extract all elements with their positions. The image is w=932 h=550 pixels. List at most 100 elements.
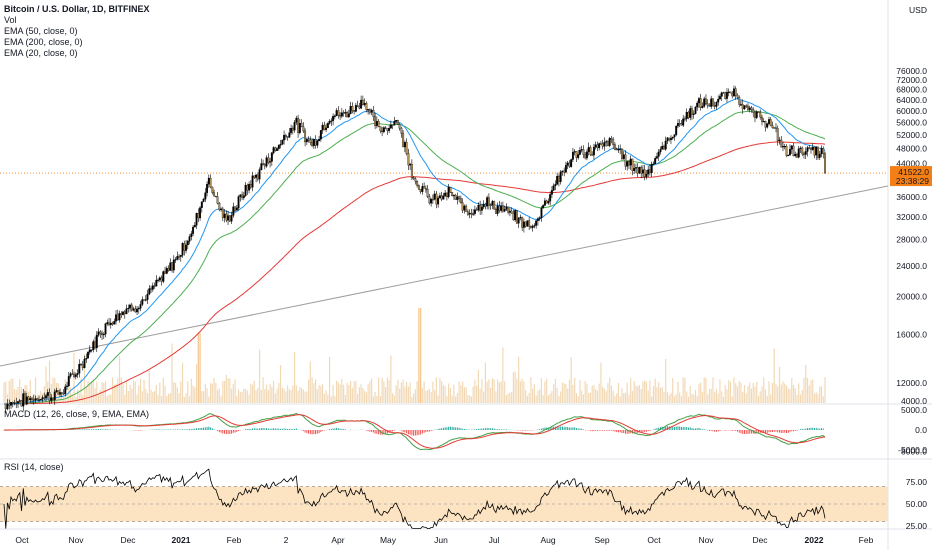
volume-bar — [181, 362, 184, 403]
macd-hist-bar — [645, 430, 647, 432]
volume-bar — [167, 394, 170, 403]
candle — [153, 285, 156, 287]
volume-bar — [115, 383, 117, 403]
candle — [710, 98, 713, 107]
candle — [293, 122, 296, 131]
macd-hist-bar — [710, 430, 712, 431]
candle — [267, 157, 270, 163]
volume-bar — [45, 366, 47, 403]
symbol-title[interactable]: Bitcoin / U.S. Dollar, 1D, BITFINEX — [4, 4, 150, 14]
candle — [302, 126, 305, 132]
volume-bar — [617, 382, 620, 403]
macd-hist-bar — [617, 430, 619, 433]
volume-bar — [129, 384, 131, 403]
volume-bar — [780, 384, 782, 403]
macd-hist-bar — [367, 430, 369, 432]
candle — [480, 206, 483, 211]
macd-hist-bar — [747, 430, 749, 434]
macd-title[interactable]: MACD (12, 26, close, 9, EMA, EMA) — [4, 409, 150, 419]
volume-bar — [17, 386, 19, 403]
volume-bar — [773, 348, 775, 403]
candle — [817, 146, 819, 158]
candle — [813, 146, 816, 156]
macd-hist-bar — [658, 427, 660, 430]
candle — [801, 147, 804, 155]
candle — [491, 201, 494, 206]
candle — [151, 285, 154, 290]
volume-bar — [267, 390, 269, 403]
candle — [778, 139, 781, 142]
y-tick-label-0: 76000.0 — [896, 66, 927, 76]
volume-bar — [15, 389, 17, 403]
volume-bar — [539, 389, 541, 403]
macd-hist-bar — [455, 427, 457, 430]
y-tick-label-13: 24000.0 — [896, 261, 927, 271]
volume-bar — [551, 391, 553, 403]
macd-y-tick-2: -5000.0 — [898, 445, 927, 455]
volume-bar — [682, 377, 684, 403]
volume-bar — [549, 393, 551, 403]
candle — [43, 397, 46, 399]
volume-bar — [346, 383, 348, 403]
macd-hist-bar — [336, 427, 338, 430]
volume-bar — [225, 374, 227, 403]
indicator-ema50[interactable]: EMA (50, close, 0) — [4, 26, 78, 36]
volume-bar — [451, 395, 453, 403]
candle — [592, 146, 595, 156]
candle — [118, 313, 121, 321]
indicator-ema20[interactable]: EMA (20, close, 0) — [4, 48, 78, 58]
volume-bar — [670, 392, 672, 403]
indicator-vol[interactable]: Vol — [4, 15, 17, 25]
macd-hist-bar — [574, 427, 576, 430]
candle — [769, 119, 772, 126]
volume-bar — [195, 364, 198, 403]
macd-hist-bar — [155, 429, 157, 430]
macd-hist-bar — [799, 429, 801, 430]
macd-hist-bar — [523, 430, 525, 431]
volume-bar — [544, 381, 546, 403]
macd-hist-bar — [78, 429, 80, 430]
candle — [256, 174, 259, 180]
macd-hist-bar — [792, 430, 794, 432]
indicator-ema200[interactable]: EMA (200, close, 0) — [4, 37, 83, 47]
candle — [123, 311, 126, 315]
volume-bar — [113, 384, 115, 403]
candle — [157, 279, 159, 281]
candle — [803, 153, 805, 155]
candle — [589, 147, 592, 155]
macd-hist-bar — [320, 430, 322, 433]
macd-hist-bar — [456, 427, 458, 430]
macd-hist-bar — [540, 428, 542, 430]
candle — [323, 124, 326, 130]
volume-bar — [511, 392, 513, 403]
volume-bar — [421, 387, 423, 403]
x-tick-label-12: Oct — [647, 535, 661, 545]
candle — [776, 128, 779, 142]
macd-hist-bar — [260, 428, 262, 430]
rsi-title[interactable]: RSI (14, close) — [4, 462, 64, 472]
volume-bar — [125, 380, 128, 403]
volume-bar — [500, 381, 502, 403]
candle — [622, 154, 625, 159]
volume-bar — [491, 378, 493, 403]
candle — [470, 212, 473, 215]
candle — [731, 92, 734, 97]
volume-bar — [180, 381, 182, 403]
volume-bar — [540, 378, 543, 403]
volume-bar — [290, 390, 292, 403]
macd-hist-bar — [189, 429, 191, 430]
macd-hist-bar — [421, 430, 423, 434]
candle — [694, 106, 697, 114]
candle — [167, 268, 170, 271]
volume-bar — [202, 391, 205, 403]
candle — [129, 304, 131, 309]
candle — [475, 209, 478, 211]
candle — [764, 121, 767, 128]
volume-bar — [13, 388, 16, 403]
volume-bar — [407, 386, 409, 403]
x-tick-label-8: Jun — [434, 535, 448, 545]
candle — [594, 144, 597, 148]
candle — [288, 132, 291, 138]
macd-hist-bar — [304, 430, 306, 433]
